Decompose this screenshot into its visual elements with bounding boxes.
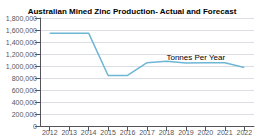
svg-text:800,000: 800,000 [12, 75, 37, 82]
svg-text:2017: 2017 [139, 129, 155, 136]
svg-text:400,000: 400,000 [12, 99, 37, 106]
svg-text:2013: 2013 [61, 129, 77, 136]
svg-text:1,000,000: 1,000,000 [6, 63, 37, 70]
svg-text:2015: 2015 [100, 129, 116, 136]
svg-text:2020: 2020 [198, 129, 214, 136]
svg-text:1,600,000: 1,600,000 [6, 27, 37, 34]
svg-text:Tonnes Per Year: Tonnes Per Year [166, 53, 225, 62]
svg-text:2012: 2012 [42, 129, 58, 136]
svg-text:1,400,000: 1,400,000 [6, 39, 37, 46]
svg-text:0: 0 [33, 123, 37, 130]
svg-text:2014: 2014 [81, 129, 97, 136]
svg-text:Australian Mined Zinc Producti: Australian Mined Zinc Production- Actual… [28, 7, 237, 16]
svg-text:2018: 2018 [159, 129, 175, 136]
svg-text:2021: 2021 [217, 129, 233, 136]
svg-text:2022: 2022 [236, 129, 252, 136]
svg-text:600,000: 600,000 [12, 87, 37, 94]
svg-text:2019: 2019 [178, 129, 194, 136]
svg-text:2016: 2016 [120, 129, 136, 136]
svg-text:200,000: 200,000 [12, 111, 37, 118]
svg-text:1,200,000: 1,200,000 [6, 51, 37, 58]
svg-text:1,800,000: 1,800,000 [6, 15, 37, 22]
